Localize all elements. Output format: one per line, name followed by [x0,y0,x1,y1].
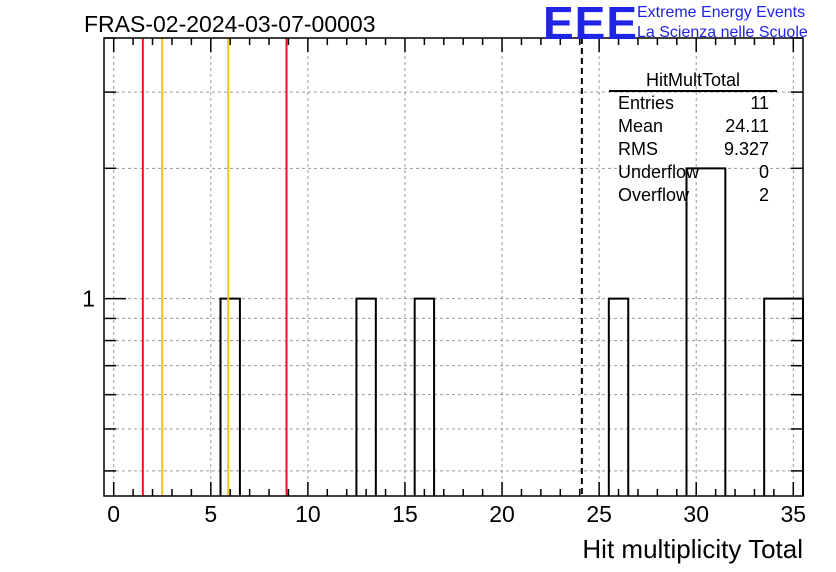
stats-row: RMS 9.327 [609,138,777,161]
stats-row: Entries 11 [609,92,777,115]
stats-row: Mean 24.11 [609,115,777,138]
stats-title: HitMultTotal [609,70,777,92]
run-title: FRAS-02-2024-03-07-00003 [84,11,376,37]
y-tick-label: 1 [82,286,95,312]
stats-row: Overflow 2 [609,184,777,207]
stats-label: Overflow [618,185,690,205]
axis-ticks [104,37,803,496]
histogram-bin [763,297,804,496]
stats-row: Underflow 0 [609,161,777,184]
x-axis-label: Hit multiplicity Total [582,534,803,564]
x-tick-label: 35 [780,501,806,527]
logo-line-1: Extreme Energy Events [637,4,806,21]
x-tick-label: 25 [586,501,612,527]
logo-line-2: La Scienza nelle Scuole [637,24,808,41]
plot-frame [103,37,804,497]
marker-lines [141,38,583,496]
x-tick-label: 20 [489,501,515,527]
stats-value: 24.11 [725,116,769,136]
histogram-bin [219,297,241,496]
stats-label: Entries [618,93,675,113]
histogram-bin [355,297,377,496]
stats-label: Underflow [618,162,700,182]
x-tick-label: 30 [683,501,709,527]
x-tick-label: 15 [392,501,418,527]
x-tick-label: 10 [295,501,321,527]
stats-box: HitMultTotal Entries 11 Mean 24.11 RMS 9… [609,70,777,207]
stats-value: 11 [750,93,769,113]
stats-label: Mean [618,116,664,136]
histogram-bin [607,297,630,496]
stats-value: 9.327 [723,139,769,159]
tick-labels: 0 5 10 15 20 25 30 35 1 [82,286,806,527]
histogram-bin [413,297,436,496]
stats-value: 2 [758,185,769,205]
histogram-bin [685,167,727,496]
eee-logo: EEE [543,0,639,49]
stats-label: RMS [618,139,658,159]
x-tick-label: 5 [204,501,217,527]
x-tick-label: 0 [107,501,120,527]
stats-value: 0 [758,162,769,182]
